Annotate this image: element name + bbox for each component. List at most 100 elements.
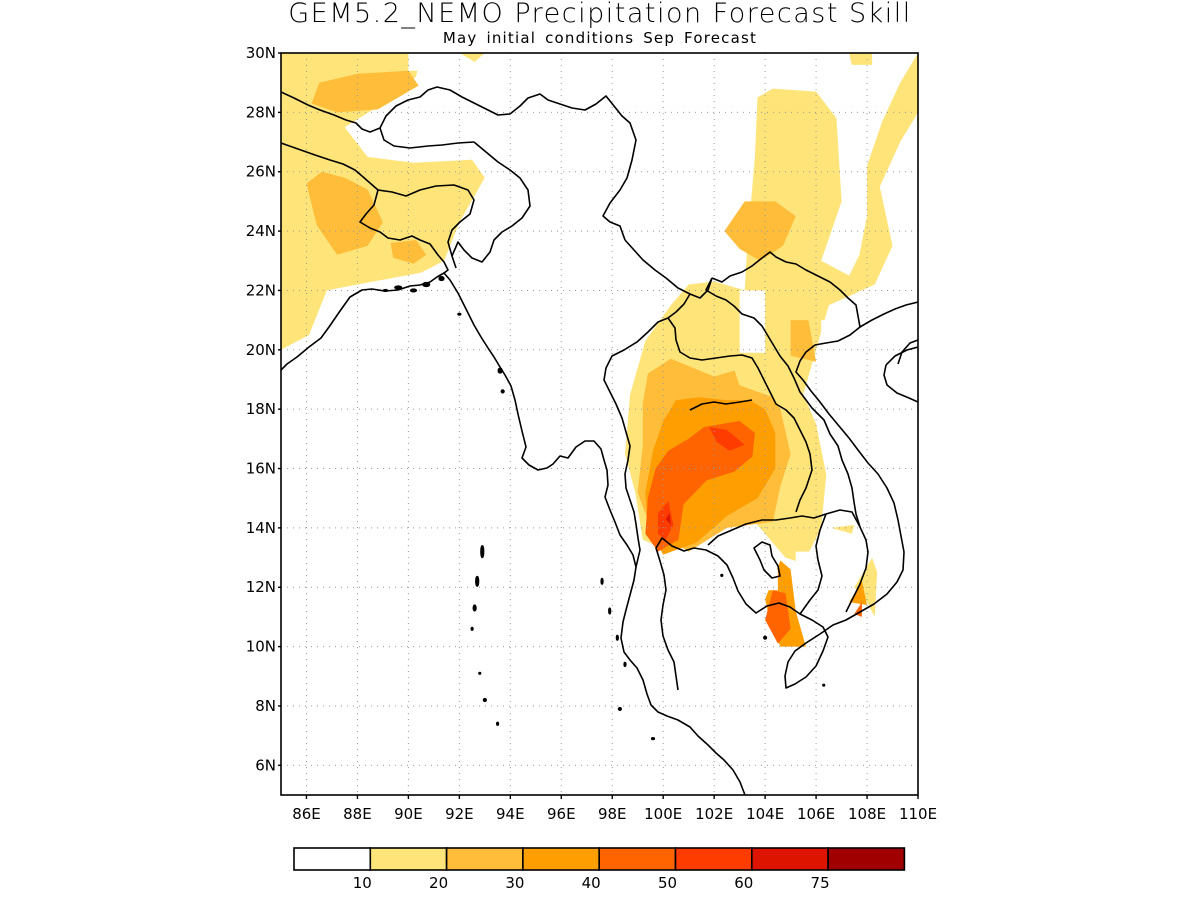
lon-label-98: 98E (598, 805, 627, 823)
border-nepal-india-north (281, 91, 381, 133)
border-cambodia-south (799, 513, 827, 615)
skill-region-level-1-4 (831, 524, 855, 534)
colorbar-legend: 10 20 30 40 50 60 75 (293, 847, 906, 892)
border-myanmar-thailand (603, 293, 691, 568)
lat-label-8: 8N (255, 697, 276, 715)
lon-label-106: 106E (797, 805, 835, 823)
island-17 (615, 634, 619, 641)
latitude-labels: 30N 28N 26N 24N 22N 20N 18N 16N 14N 12N 10N 8N 6N (246, 44, 281, 774)
border-laos-vietnam (705, 277, 869, 613)
lat-label-20: 20N (246, 341, 276, 359)
island-0 (394, 285, 403, 290)
skill-region-level-5-18 (709, 427, 745, 451)
skill-region-level-1-5 (849, 53, 873, 65)
coastline-gulf-tonkin (897, 339, 918, 365)
colorbar-label-20: 20 (429, 874, 448, 892)
lon-label-86: 86E (292, 805, 321, 823)
coastline-mainland-east (655, 301, 918, 691)
skill-region-level-2-9 (724, 201, 796, 261)
longitude-labels: 86E 88E 90E 92E 94E 96E 98E 100E 102E 104E 106E 108… (292, 795, 937, 823)
border-myanmar-china (624, 239, 713, 299)
colorbar-label-10: 10 (353, 874, 372, 892)
masked-cell-2 (739, 290, 766, 353)
lat-label-22: 22N (246, 281, 276, 299)
island-5 (457, 312, 462, 316)
lat-label-6: 6N (255, 756, 276, 774)
colorbar-swatch-1 (369, 847, 448, 871)
colorbar-label-30: 30 (505, 874, 524, 892)
lon-label-88: 88E (343, 805, 372, 823)
colorbar-swatch-6 (750, 847, 829, 871)
lon-label-90: 90E (394, 805, 423, 823)
island-12 (482, 697, 487, 703)
island-2 (422, 281, 431, 288)
lon-label-104: 104E (746, 805, 784, 823)
lat-label-28: 28N (246, 103, 276, 121)
masked-cell-0 (408, 53, 422, 71)
island-9 (475, 575, 480, 587)
lon-label-100: 100E (644, 805, 682, 823)
island-22 (822, 683, 826, 687)
skill-region-level-2-11 (790, 320, 817, 362)
plot-frame (280, 52, 919, 796)
island-18 (623, 661, 627, 668)
masked-cell-3 (739, 569, 778, 591)
island-1 (409, 288, 418, 293)
lat-label-14: 14N (246, 519, 276, 537)
island-20 (650, 737, 656, 741)
masked-cell-6 (821, 320, 837, 350)
skill-region-level-3-14 (849, 581, 867, 605)
masked-cell-4 (854, 513, 880, 528)
coastline-bay-of-bengal-west (281, 272, 746, 795)
map-title: GEM5.2_NEMO Precipitation Forecast Skill (288, 0, 912, 29)
island-7 (500, 389, 505, 394)
island-10 (472, 604, 477, 612)
masked-cell-5 (795, 551, 829, 588)
skill-region-level-2-6 (311, 70, 419, 113)
colorbar-swatch-4 (598, 847, 677, 871)
island-14 (478, 671, 482, 675)
island-23 (720, 573, 724, 577)
island-13 (495, 721, 500, 726)
border-laos (711, 251, 861, 328)
island-8 (480, 545, 485, 559)
border-india-nepal-south (281, 142, 363, 177)
border-bangladesh (359, 175, 449, 274)
lat-label-18: 18N (246, 400, 276, 418)
island-16 (608, 607, 612, 615)
border-laos-thailand (667, 317, 813, 513)
colorbar-label-60: 60 (734, 874, 753, 892)
lon-label-96: 96E (547, 805, 576, 823)
island-6 (497, 367, 503, 374)
lat-label-30: 30N (246, 44, 276, 62)
skill-region-level-4-15 (645, 421, 755, 552)
border-bangladesh-east (377, 184, 475, 257)
lon-label-110: 110E (899, 805, 937, 823)
skill-region-level-6-20 (665, 513, 671, 525)
lat-label-10: 10N (246, 638, 276, 656)
island-21 (763, 635, 768, 640)
border-india-myanmar (451, 141, 531, 269)
colorbar-swatch-5 (674, 847, 753, 871)
lat-label-12: 12N (246, 578, 276, 596)
border-thailand-inner (689, 399, 753, 411)
lat-label-16: 16N (246, 460, 276, 478)
border-bhutan-south (379, 127, 475, 149)
lon-label-92: 92E (445, 805, 474, 823)
island-19 (617, 706, 622, 712)
colorbar-swatch-3 (522, 847, 601, 871)
skill-region-level-1-3 (854, 557, 878, 617)
island-11 (470, 626, 474, 631)
lat-label-26: 26N (246, 163, 276, 181)
colorbar-swatch-0 (293, 847, 372, 871)
colorbar-label-50: 50 (658, 874, 677, 892)
lon-label-108: 108E (848, 805, 886, 823)
lat-label-24: 24N (246, 222, 276, 240)
border-cambodia (707, 509, 861, 546)
grid-lines (281, 53, 918, 795)
lake-tonle-sap (753, 541, 781, 579)
colorbar-label-40: 40 (582, 874, 601, 892)
island-3 (438, 275, 445, 282)
skill-region-level-5-19 (658, 501, 674, 540)
